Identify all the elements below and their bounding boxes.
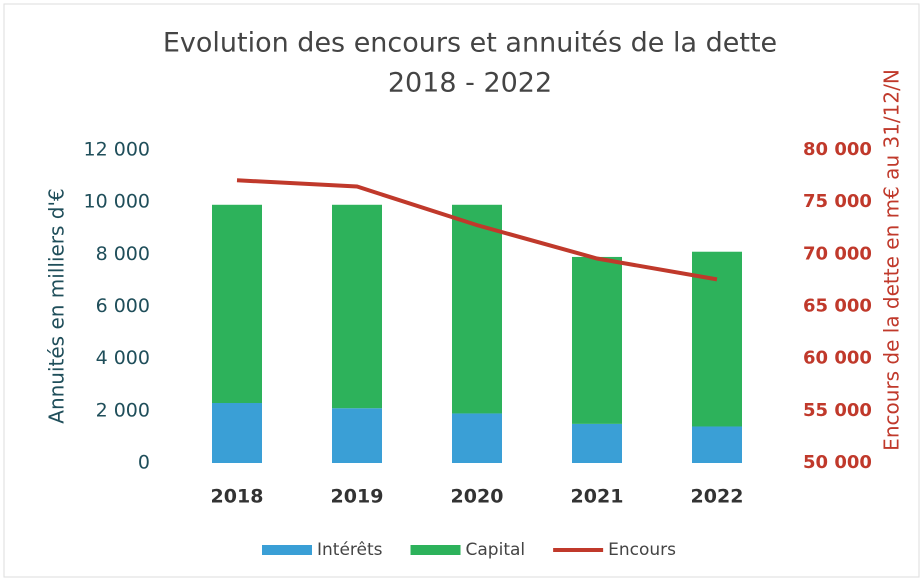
y2-tick-label: 75 000 (803, 191, 872, 212)
line (236, 178, 718, 282)
bar-segment (572, 423, 622, 463)
y-tick-label: 6 000 (96, 295, 150, 317)
x-tick-label: 2018 (211, 486, 264, 508)
bar-segment (332, 204, 382, 409)
y2-tick-label: 60 000 (803, 348, 872, 369)
legend-swatch (410, 545, 461, 555)
x-tick-label: 2021 (571, 486, 624, 508)
bar-segment (212, 204, 262, 404)
y-tick-label: 0 (138, 452, 150, 474)
bar-segment (212, 403, 262, 463)
x-tick-label: 2022 (691, 486, 744, 508)
legend-label: Capital (466, 540, 526, 560)
chart-title: Evolution des encours et annuités de la … (163, 28, 777, 59)
bar-segment (692, 251, 742, 427)
legend-swatch (262, 545, 312, 555)
y2-tick-label: 65 000 (803, 296, 872, 317)
y-tick-label: 8 000 (96, 243, 150, 265)
bar-segment (572, 256, 622, 424)
y-tick-label: 4 000 (96, 347, 150, 369)
x-tick-label: 2019 (331, 486, 384, 508)
y2-axis-label: Encours de la dette en m€ au 31/12/N (880, 69, 904, 451)
y-tick-label: 2 000 (96, 399, 150, 421)
x-tick-label: 2020 (451, 486, 504, 508)
y2-tick-label: 50 000 (803, 452, 872, 473)
y2-tick-label: 70 000 (803, 243, 872, 264)
y-tick-label: 10 000 (84, 191, 150, 213)
bar-segment (332, 408, 382, 463)
legend-label: Encours (608, 540, 676, 560)
y-tick-label: 12 000 (84, 139, 150, 161)
legend-label: Intérêts (317, 540, 383, 560)
chart-subtitle: 2018 - 2022 (388, 68, 552, 99)
y2-tick-label: 55 000 (803, 400, 872, 421)
bar-segment (692, 426, 742, 463)
y2-tick-label: 80 000 (803, 139, 872, 160)
bar-segment (452, 204, 502, 414)
bar-segment (452, 413, 502, 463)
y-axis-label: Annuités en milliers d'€ (45, 188, 69, 423)
